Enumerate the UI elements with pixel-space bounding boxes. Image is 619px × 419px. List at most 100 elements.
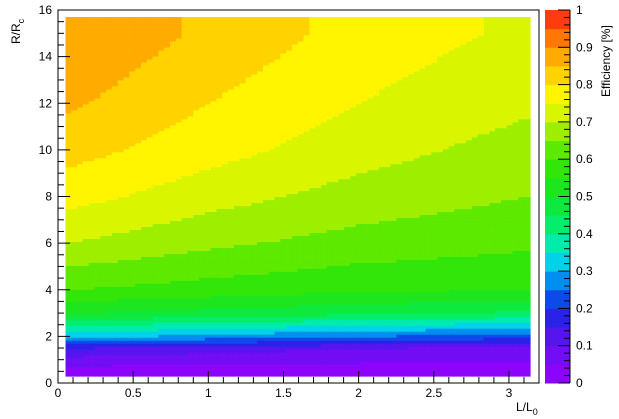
contour-cell	[233, 361, 241, 365]
contour-cell	[181, 346, 189, 350]
contour-cell	[94, 334, 101, 338]
contour-cell	[379, 367, 386, 371]
contour-cell	[425, 250, 432, 254]
contour-cell	[181, 355, 189, 359]
contour-cell	[268, 223, 276, 228]
contour-cell	[448, 277, 456, 281]
contour-cell	[315, 355, 322, 359]
contour-cell	[117, 274, 125, 278]
contour-cell	[309, 250, 316, 254]
contour-cell	[524, 328, 531, 332]
contour-cell	[396, 310, 403, 314]
contour-cell	[524, 247, 531, 251]
contour-cell	[65, 304, 72, 308]
contour-cell	[524, 226, 531, 231]
contour-cell	[454, 319, 461, 323]
contour-cell	[413, 232, 421, 236]
contour-cell	[140, 343, 148, 347]
contour-cell	[280, 361, 287, 365]
contour-cell	[483, 310, 490, 314]
contour-cell	[286, 367, 293, 371]
contour-cell	[309, 277, 316, 281]
contour-cell	[146, 328, 154, 332]
contour-cell	[164, 325, 171, 329]
contour-cell	[512, 235, 519, 239]
contour-cell	[199, 373, 206, 377]
contour-cell	[303, 292, 310, 296]
contour-cell	[437, 256, 444, 260]
contour-cell	[123, 247, 130, 251]
contour-cell	[350, 244, 357, 248]
contour-cell	[431, 277, 438, 281]
contour-cell	[396, 280, 403, 284]
contour-cell	[146, 214, 154, 219]
contour-cell	[291, 271, 299, 275]
contour-cell	[111, 223, 119, 228]
contour-cell	[373, 199, 380, 204]
contour-cell	[158, 190, 165, 195]
contour-cell	[500, 304, 508, 308]
contour-cell	[146, 229, 154, 233]
contour-cell	[216, 265, 223, 269]
contour-cell	[210, 331, 218, 335]
contour-cell	[170, 202, 177, 207]
contour-cell	[222, 337, 229, 341]
contour-cell	[367, 205, 374, 210]
contour-cell	[506, 199, 514, 204]
contour-cell	[344, 292, 351, 296]
contour-cell	[338, 277, 345, 281]
contour-cell	[367, 301, 374, 305]
contour-cell	[297, 286, 305, 290]
contour-cell	[274, 313, 281, 317]
contour-cell	[326, 289, 334, 293]
contour-cell	[390, 214, 398, 219]
contour-cell	[100, 235, 107, 239]
contour-cell	[454, 211, 461, 216]
contour-cell	[181, 340, 189, 344]
contour-cell	[146, 316, 154, 320]
contour-cell	[489, 358, 496, 362]
contour-cell	[483, 268, 490, 272]
contour-cell	[187, 208, 194, 213]
contour-cell	[181, 295, 189, 299]
contour-cell	[448, 322, 456, 326]
contour-cell	[216, 190, 223, 195]
contour-cell	[483, 235, 490, 239]
contour-cell	[164, 196, 171, 201]
contour-cell	[367, 295, 374, 299]
contour-cell	[309, 346, 316, 350]
contour-cell	[361, 283, 369, 287]
contour-cell	[146, 340, 154, 344]
contour-cell	[216, 370, 223, 374]
contour-cell	[65, 340, 72, 344]
contour-cell	[315, 223, 322, 228]
contour-cell	[338, 274, 345, 278]
contour-cell	[280, 244, 287, 248]
contour-cell	[88, 370, 96, 374]
contour-cell	[274, 367, 281, 371]
contour-cell	[384, 199, 392, 204]
contour-cell	[495, 208, 502, 213]
contour-cell	[320, 214, 328, 219]
contour-cell	[71, 343, 78, 347]
contour-cell	[164, 265, 171, 269]
contour-cell	[111, 325, 119, 329]
contour-cell	[471, 190, 479, 195]
contour-cell	[442, 316, 450, 320]
contour-cell	[390, 292, 398, 296]
contour-cell	[355, 331, 363, 335]
contour-cell	[204, 301, 212, 305]
contour-cell	[239, 340, 247, 344]
contour-cell	[396, 214, 403, 219]
contour-cell	[390, 232, 398, 236]
contour-cell	[204, 352, 212, 356]
contour-cell	[402, 199, 409, 204]
contour-cell	[309, 289, 316, 293]
contour-cell	[367, 307, 374, 311]
contour-cell	[245, 247, 252, 251]
contour-cell	[77, 223, 84, 228]
contour-cell	[483, 295, 490, 299]
contour-cell	[309, 202, 316, 207]
contour-cell	[262, 319, 270, 323]
contour-cell	[442, 205, 450, 210]
